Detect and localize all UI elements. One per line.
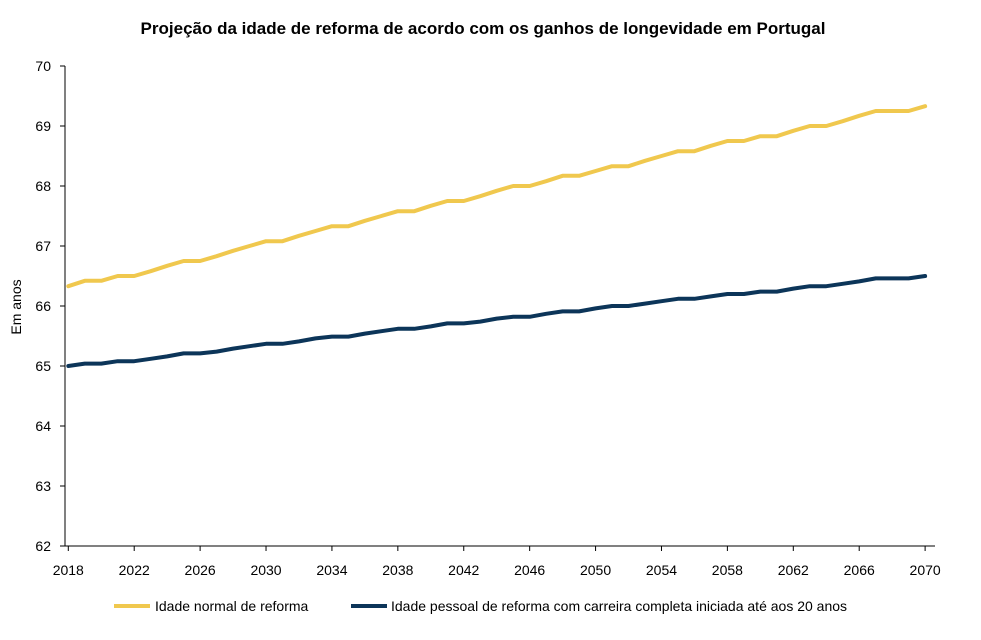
y-tick-label: 64	[35, 418, 51, 434]
y-tick-label: 67	[35, 238, 51, 254]
y-tick-label: 63	[35, 478, 51, 494]
x-tick-label: 2022	[119, 562, 150, 578]
y-axis: 62 63 64 65 66 67 68 69 70	[35, 58, 66, 554]
x-tick-label: 2058	[712, 562, 743, 578]
x-tick-label: 2062	[778, 562, 809, 578]
series-lines	[66, 104, 928, 368]
series-line-personal	[66, 274, 928, 368]
x-tick-label: 2050	[580, 562, 611, 578]
legend-label-normal: Idade normal de reforma	[155, 598, 309, 614]
y-tick-label: 69	[35, 118, 51, 134]
series-line-normal	[66, 104, 928, 289]
x-axis: 2018 2022 2026 2030 2034 2038 2042 2046 2050 2054…	[53, 545, 941, 578]
y-tick-label: 62	[35, 538, 51, 554]
x-tick-label: 2030	[250, 562, 281, 578]
y-tick-label: 68	[35, 178, 51, 194]
x-tick-label: 2046	[514, 562, 545, 578]
y-axis-title: Em anos	[8, 279, 24, 334]
y-tick-label: 70	[35, 58, 51, 74]
x-tick-label: 2054	[646, 562, 677, 578]
y-tick-label: 65	[35, 358, 51, 374]
legend: Idade normal de reforma Idade pessoal de…	[114, 598, 847, 614]
x-tick-label: 2038	[382, 562, 413, 578]
chart-title: Projeção da idade de reforma de acordo c…	[141, 19, 826, 38]
x-tick-label: 2026	[185, 562, 216, 578]
y-tick-label: 66	[35, 298, 51, 314]
x-tick-label: 2066	[844, 562, 875, 578]
x-tick-label: 2042	[448, 562, 479, 578]
x-tick-label: 2070	[910, 562, 941, 578]
x-tick-label: 2034	[316, 562, 347, 578]
legend-label-personal: Idade pessoal de reforma com carreira co…	[391, 598, 847, 614]
x-tick-label: 2018	[53, 562, 84, 578]
